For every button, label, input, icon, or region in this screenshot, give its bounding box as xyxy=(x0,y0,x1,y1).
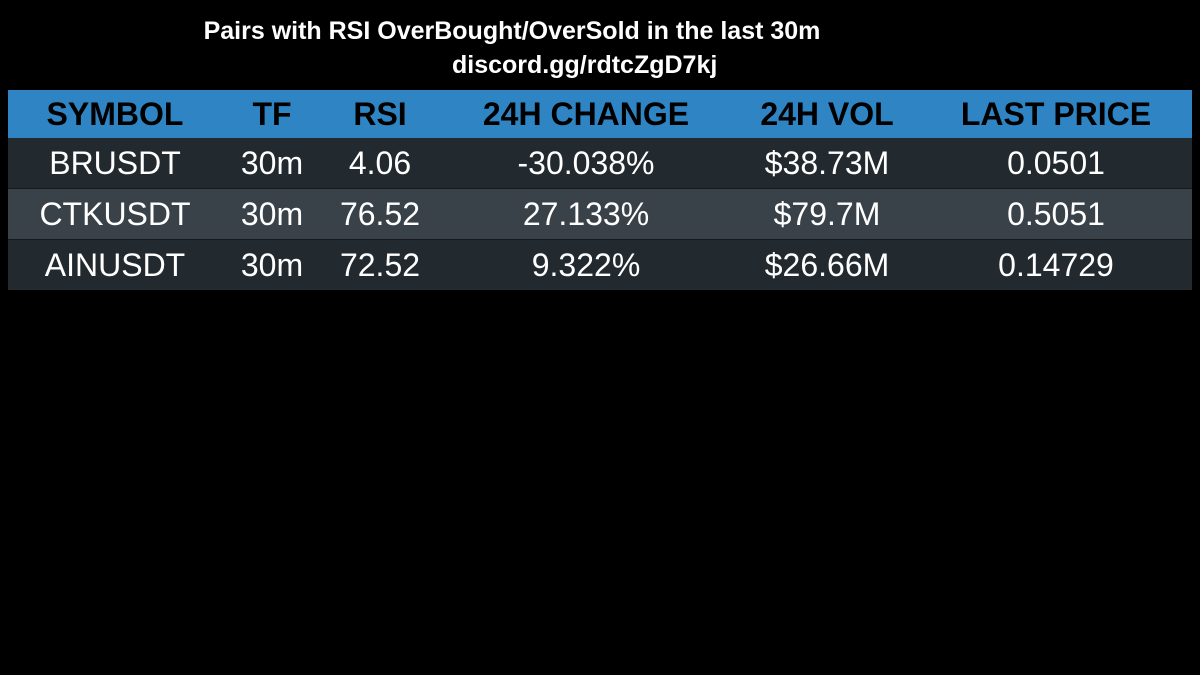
cell-tf: 30m xyxy=(222,188,322,240)
cell-rsi: 4.06 xyxy=(322,138,438,189)
cell-rsi: 72.52 xyxy=(322,239,438,290)
page-title: Pairs with RSI OverBought/OverSold in th… xyxy=(203,17,821,45)
cell-last-price: 0.5051 xyxy=(920,188,1192,240)
table-row: CTKUSDT 30m 76.52 27.133% $79.7M 0.5051 xyxy=(8,188,1192,240)
column-header-24h-vol: 24H VOL xyxy=(734,90,920,138)
cell-tf: 30m xyxy=(222,239,322,290)
cell-rsi: 76.52 xyxy=(322,188,438,240)
table-row: AINUSDT 30m 72.52 9.322% $26.66M 0.14729 xyxy=(8,239,1192,290)
rsi-table: SYMBOL TF RSI 24H CHANGE 24H VOL LAST PR… xyxy=(8,90,1192,290)
cell-symbol: AINUSDT xyxy=(8,239,222,290)
discord-link: discord.gg/rdtcZgD7kj xyxy=(452,51,718,79)
cell-symbol: BRUSDT xyxy=(8,138,222,189)
cell-24h-vol: $38.73M xyxy=(734,138,920,189)
cell-24h-vol: $26.66M xyxy=(734,239,920,290)
cell-last-price: 0.0501 xyxy=(920,138,1192,189)
table-header-row: SYMBOL TF RSI 24H CHANGE 24H VOL LAST PR… xyxy=(8,90,1192,138)
column-header-tf: TF xyxy=(222,90,322,138)
table-row: BRUSDT 30m 4.06 -30.038% $38.73M 0.0501 xyxy=(8,138,1192,189)
column-header-last-price: LAST PRICE xyxy=(920,90,1192,138)
cell-tf: 30m xyxy=(222,138,322,189)
column-header-rsi: RSI xyxy=(322,90,438,138)
cell-24h-change: 27.133% xyxy=(438,188,734,240)
cell-last-price: 0.14729 xyxy=(920,239,1192,290)
cell-24h-change: 9.322% xyxy=(438,239,734,290)
cell-24h-vol: $79.7M xyxy=(734,188,920,240)
column-header-24h-change: 24H CHANGE xyxy=(438,90,734,138)
cell-24h-change: -30.038% xyxy=(438,138,734,189)
column-header-symbol: SYMBOL xyxy=(8,90,222,138)
cell-symbol: CTKUSDT xyxy=(8,188,222,240)
